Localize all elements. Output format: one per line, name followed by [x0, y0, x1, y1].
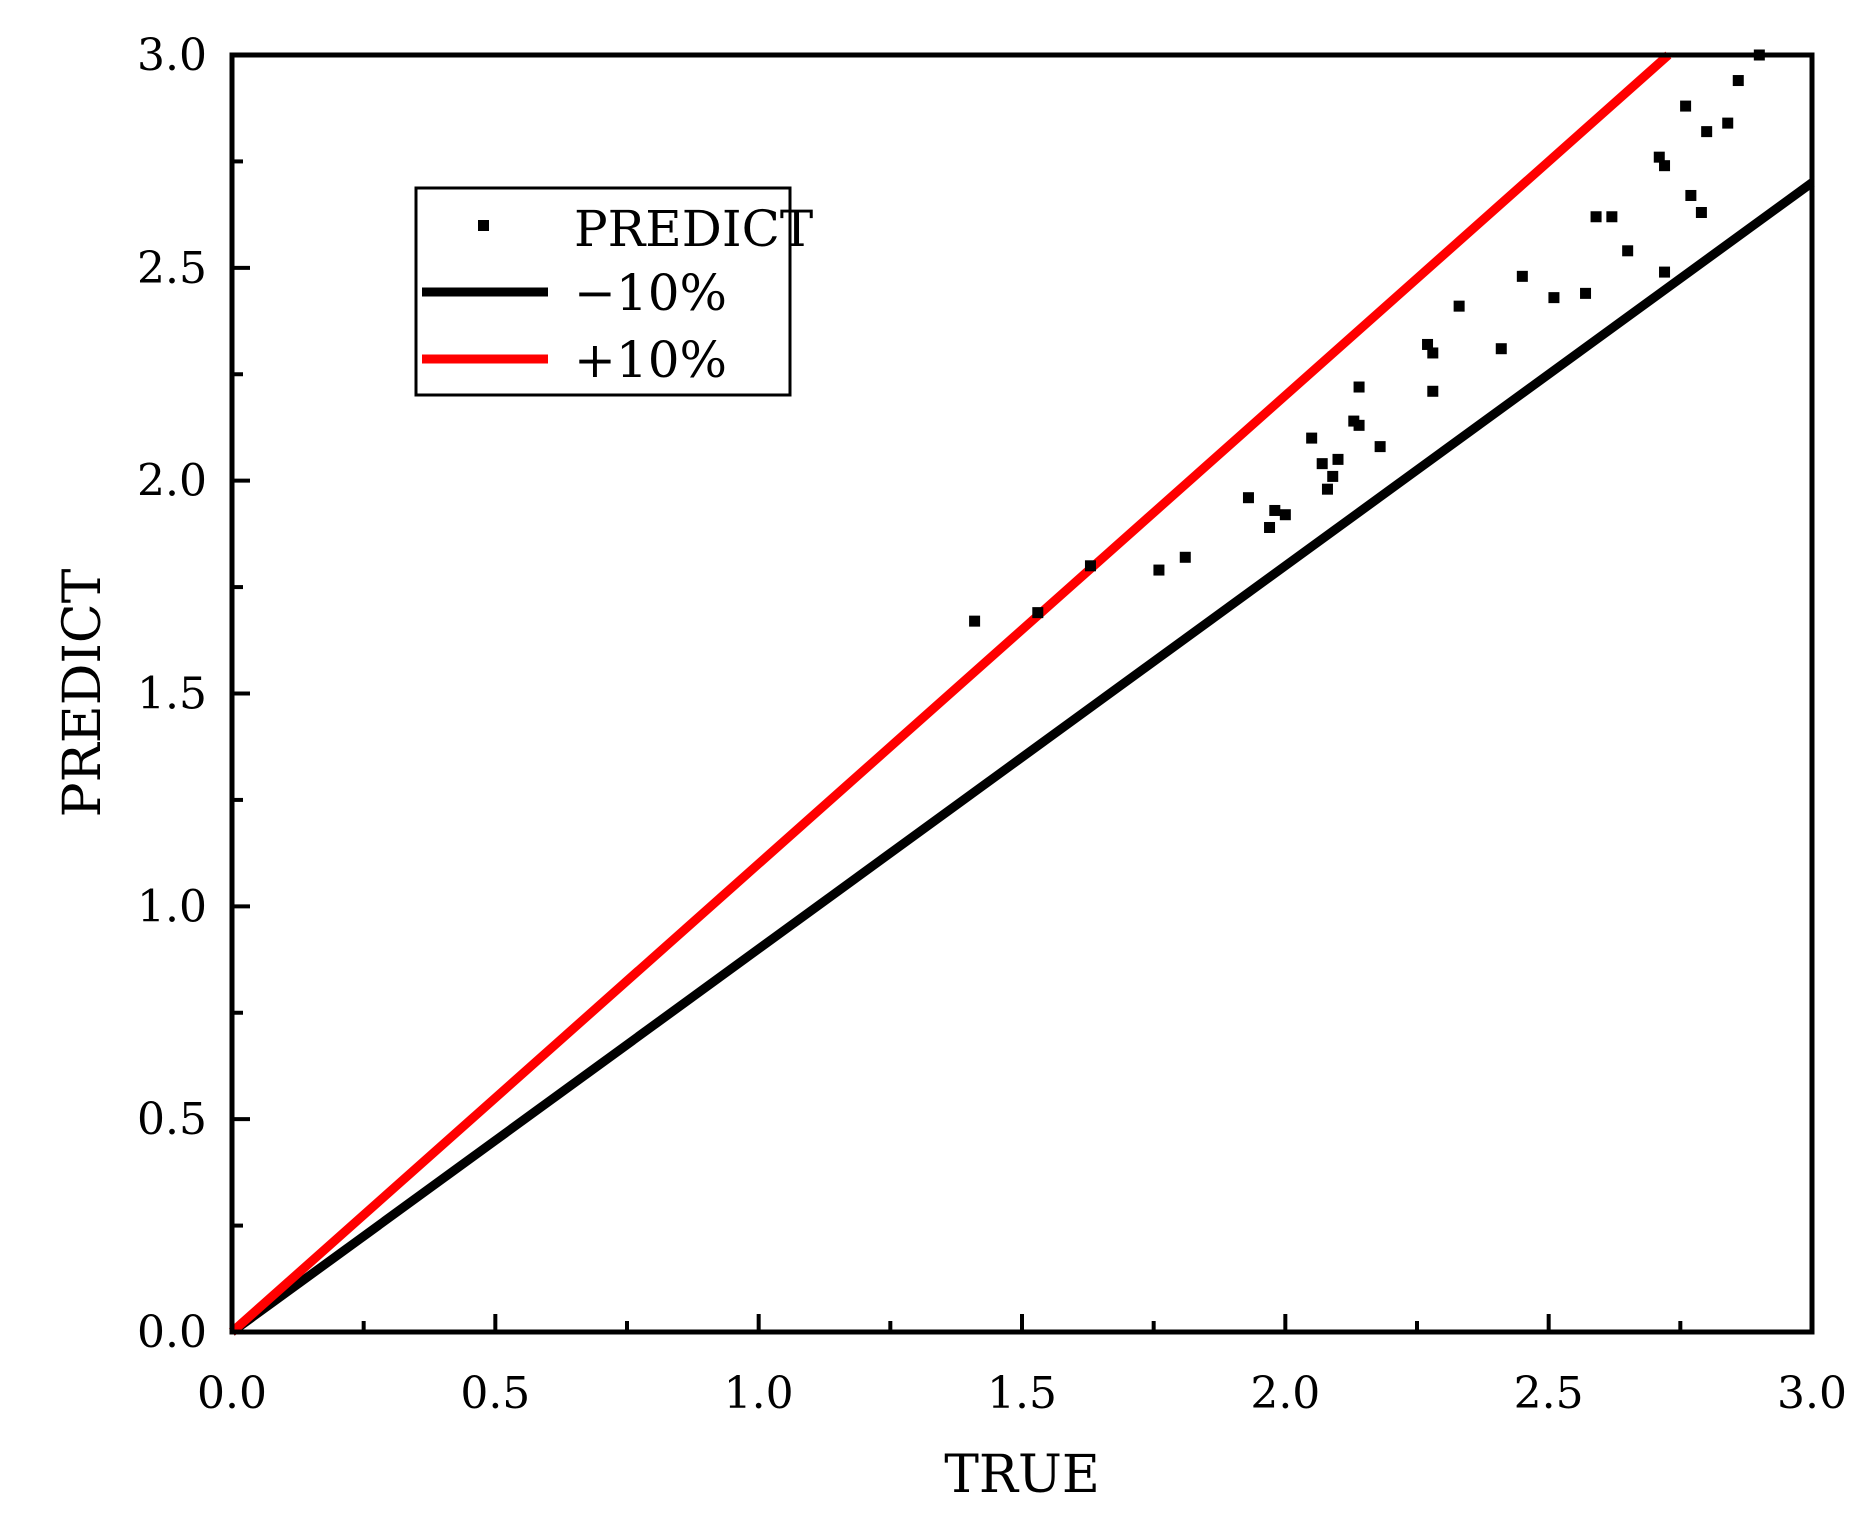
- data-point: [1495, 343, 1507, 355]
- data-point: [1179, 551, 1191, 563]
- data-point: [1685, 189, 1697, 201]
- legend: PREDICT −10% +10%: [414, 186, 813, 397]
- data-point: [1659, 266, 1671, 278]
- legend-label-predict: PREDICT: [574, 200, 813, 258]
- data-point: [1353, 381, 1365, 393]
- x-tick-label: 1.0: [724, 1368, 794, 1419]
- data-point: [1032, 607, 1044, 619]
- series-line-minus10: [229, 179, 1815, 1336]
- data-point: [1701, 126, 1713, 138]
- axis-tick-labels: 0.0 0.5 1.0 1.5 2.0 2.5 3.0 0.0 0.5 1.0 1.5 2.0 2.5 3…: [137, 30, 1847, 1419]
- y-tick-label: 0.0: [137, 1307, 207, 1358]
- data-point: [1516, 270, 1528, 282]
- data-point: [1242, 492, 1254, 504]
- data-point: [1269, 504, 1281, 516]
- data-point: [1427, 385, 1439, 397]
- data-point: [1427, 347, 1439, 359]
- data-point: [1306, 432, 1318, 444]
- data-point: [1422, 338, 1434, 350]
- legend-label-plus10: +10%: [574, 331, 727, 389]
- data-point: [969, 615, 981, 627]
- legend-marker-predict: [478, 220, 489, 231]
- y-tick-label: 2.5: [137, 243, 207, 294]
- x-tick-label: 3.0: [1777, 1368, 1847, 1419]
- data-point: [1453, 300, 1465, 312]
- data-point: [1327, 470, 1339, 482]
- x-tick-label: 2.5: [1514, 1368, 1584, 1419]
- data-point: [1153, 564, 1165, 576]
- data-point: [1548, 292, 1560, 304]
- data-point: [1332, 453, 1344, 465]
- x-tick-label: 0.0: [197, 1368, 267, 1419]
- y-tick-label: 1.0: [137, 881, 207, 932]
- data-point: [1279, 509, 1291, 521]
- axis-ticks: [230, 53, 1814, 1334]
- y-axis-title: PREDICT: [53, 568, 113, 817]
- data-point: [1606, 211, 1618, 223]
- data-point: [1722, 117, 1734, 129]
- x-tick-label: 0.5: [460, 1368, 530, 1419]
- data-point: [1659, 160, 1671, 172]
- data-point: [1316, 458, 1328, 470]
- x-tick-label: 1.5: [987, 1368, 1057, 1419]
- data-points: [969, 49, 1765, 627]
- data-point: [1680, 100, 1692, 112]
- data-point: [1653, 151, 1665, 163]
- data-point: [1732, 75, 1744, 87]
- y-tick-label: 0.5: [137, 1094, 207, 1145]
- data-point: [1590, 211, 1602, 223]
- y-tick-label: 2.0: [137, 456, 207, 507]
- data-point: [1084, 560, 1096, 572]
- fit-lines: [229, 51, 1815, 1336]
- series-line-plus10: [229, 51, 1672, 1336]
- y-tick-label: 3.0: [137, 30, 207, 81]
- data-point: [1580, 287, 1592, 299]
- data-point: [1264, 521, 1276, 533]
- data-point: [1622, 245, 1634, 257]
- data-point: [1353, 419, 1365, 431]
- x-tick-label: 2.0: [1250, 1368, 1320, 1419]
- legend-label-minus10: −10%: [574, 264, 727, 322]
- y-tick-label: 1.5: [137, 669, 207, 720]
- data-point: [1321, 483, 1333, 495]
- data-point: [1695, 206, 1707, 218]
- data-point: [1374, 441, 1386, 453]
- x-axis-title: TRUE: [944, 1445, 1100, 1505]
